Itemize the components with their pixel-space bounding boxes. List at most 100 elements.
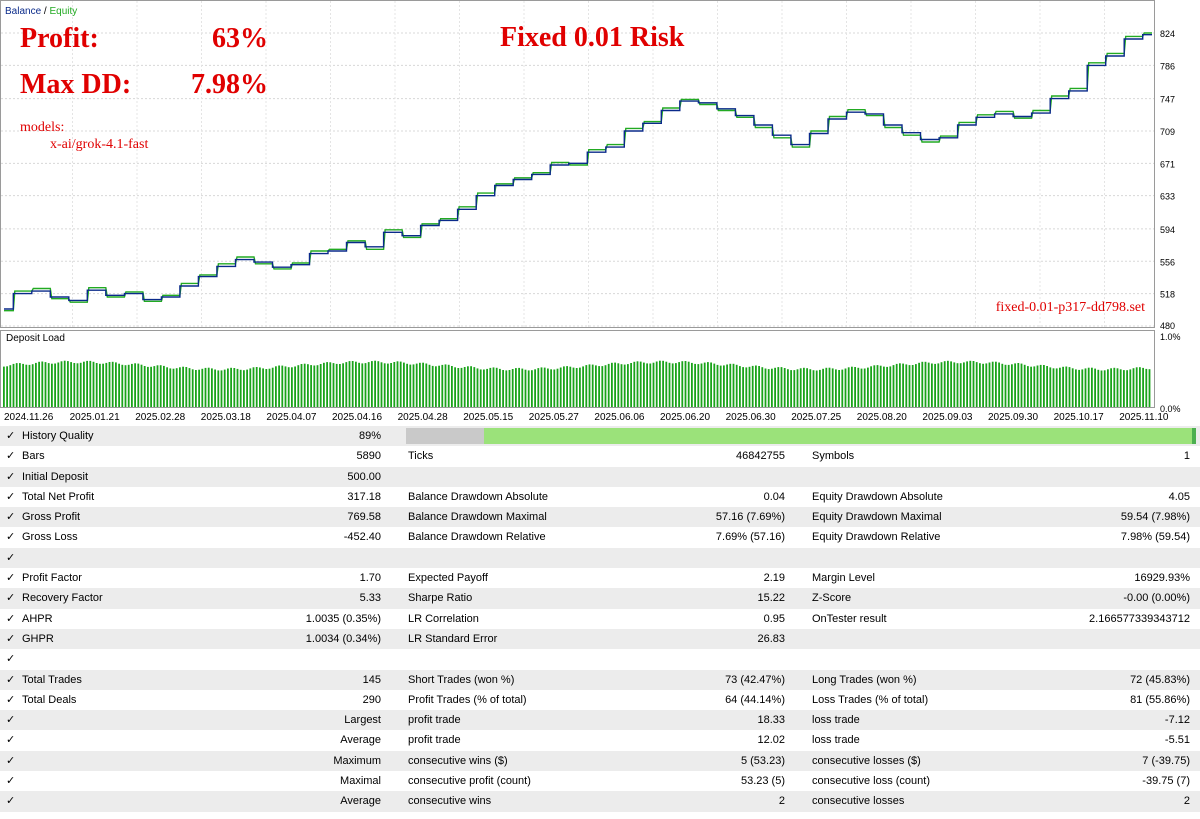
deposit-load-bar: [870, 366, 872, 407]
stat-label: Balance Drawdown Absolute: [408, 490, 549, 503]
stat-label: Equity Drawdown Maximal: [812, 511, 942, 524]
deposit-load-bar: [713, 363, 716, 407]
deposit-load-bar: [233, 368, 236, 407]
deposit-load-bar: [419, 362, 421, 407]
deposit-load-bar: [812, 370, 815, 407]
deposit-load-bar: [185, 367, 188, 407]
check-icon[interactable]: ✓: [6, 673, 16, 686]
deposit-load-bar: [633, 361, 636, 407]
deposit-load-bar: [886, 366, 888, 407]
deposit-load-bar: [620, 364, 623, 407]
deposit-load-bar: [524, 369, 527, 407]
deposit-load-bar: [447, 364, 450, 407]
stat-value: 12.02: [757, 734, 785, 747]
deposit-load-bar: [108, 362, 111, 407]
deposit-load-bar: [847, 367, 850, 407]
deposit-load-bar: [646, 363, 648, 407]
deposit-load-bar: [790, 370, 792, 407]
deposit-load-bar: [787, 369, 789, 407]
deposit-load-bar: [12, 363, 15, 407]
deposit-load-bar: [115, 362, 117, 407]
stats-row: ✓ Maximal consecutive profit (count) 53.23 …: [0, 771, 1200, 791]
chart-legend: Balance / Equity: [5, 6, 77, 17]
deposit-load-bar: [1020, 363, 1023, 407]
deposit-load-bar: [332, 363, 335, 407]
deposit-load-bar: [99, 363, 101, 407]
deposit-load-bar: [579, 367, 581, 407]
deposit-load-bar: [1071, 368, 1074, 407]
stat-value: 81 (55.86%): [1130, 693, 1190, 706]
check-icon[interactable]: ✓: [6, 612, 16, 625]
check-icon[interactable]: ✓: [6, 531, 16, 544]
check-icon[interactable]: ✓: [6, 450, 16, 463]
deposit-load-bar: [700, 363, 703, 407]
deposit-load-bar: [867, 367, 869, 407]
deposit-load-bar: [511, 369, 514, 407]
check-icon[interactable]: ✓: [6, 653, 16, 666]
stat-label: Profit Trades (% of total): [408, 693, 527, 706]
deposit-load-bar: [943, 361, 946, 407]
check-icon[interactable]: ✓: [6, 470, 16, 483]
check-icon[interactable]: ✓: [6, 592, 16, 605]
deposit-load-bar: [591, 364, 594, 407]
deposit-load-bar: [595, 365, 597, 407]
stat-value: 500.00: [347, 470, 381, 483]
deposit-load-bar: [303, 363, 306, 407]
check-icon[interactable]: ✓: [6, 430, 16, 442]
stat-value: 2.19: [763, 572, 785, 585]
x-tick-label: 2025.04.16: [332, 412, 382, 423]
x-tick-label: 2025.05.27: [529, 412, 579, 423]
risk-title: Fixed 0.01 Risk: [500, 22, 685, 53]
deposit-load-bar: [345, 362, 348, 407]
deposit-load-bar: [719, 365, 722, 407]
check-icon[interactable]: ✓: [6, 572, 16, 585]
deposit-load-bar: [198, 369, 200, 407]
deposit-load-bar: [262, 368, 264, 407]
deposit-load-title: Deposit Load: [6, 333, 65, 344]
check-icon[interactable]: ✓: [6, 511, 16, 524]
deposit-load-bar: [572, 367, 575, 407]
x-tick-label: 2025.08.20: [857, 412, 907, 423]
x-tick-label: 2025.04.07: [266, 412, 316, 423]
deposit-load-bar: [665, 361, 668, 407]
deposit-load-bar: [140, 364, 143, 407]
deposit-load-bar: [1148, 369, 1151, 407]
check-icon[interactable]: ✓: [6, 795, 16, 808]
deposit-load-bar: [396, 361, 399, 407]
deposit-load-bar: [134, 363, 136, 407]
deposit-load-bar: [489, 367, 492, 407]
deposit-load-bar: [371, 361, 373, 407]
deposit-load-bar: [873, 365, 876, 407]
stat-label: Long Trades (won %): [812, 673, 917, 686]
stat-value: 0.95: [763, 612, 785, 625]
check-icon[interactable]: ✓: [6, 714, 16, 727]
stat-label: profit trade: [408, 734, 461, 747]
balance-equity-chart: 824 786 747 709 671 633 594 556 518 480 Balance /…: [0, 0, 1175, 330]
deposit-load-bar: [223, 369, 226, 407]
stat-value: -7.12: [1164, 714, 1190, 727]
deposit-load-bar: [300, 364, 303, 407]
check-icon[interactable]: ✓: [6, 490, 16, 503]
deposit-load-bar: [515, 368, 517, 407]
deposit-load-bar: [998, 362, 1000, 407]
check-icon[interactable]: ✓: [6, 734, 16, 747]
check-icon[interactable]: ✓: [6, 693, 16, 706]
deposit-load-bar: [953, 362, 956, 407]
deposit-load-bar: [908, 365, 911, 407]
check-icon[interactable]: ✓: [6, 551, 16, 564]
deposit-load-bar: [521, 368, 524, 407]
stat-value: 1.0035 (0.35%): [305, 612, 381, 625]
stat-label: LR Standard Error: [408, 632, 498, 645]
deposit-load-bar: [950, 361, 952, 407]
deposit-load-bar: [19, 363, 21, 407]
deposit-load-bar: [367, 362, 370, 407]
check-icon[interactable]: ✓: [6, 775, 16, 788]
deposit-load-bar: [627, 364, 629, 407]
stat-label: consecutive losses ($): [812, 754, 921, 767]
check-icon[interactable]: ✓: [6, 754, 16, 767]
deposit-load-bar: [723, 365, 725, 407]
check-icon[interactable]: ✓: [6, 632, 16, 645]
deposit-load-bar: [687, 361, 690, 407]
deposit-load-bar: [636, 361, 639, 407]
deposit-load-bar: [835, 369, 837, 407]
